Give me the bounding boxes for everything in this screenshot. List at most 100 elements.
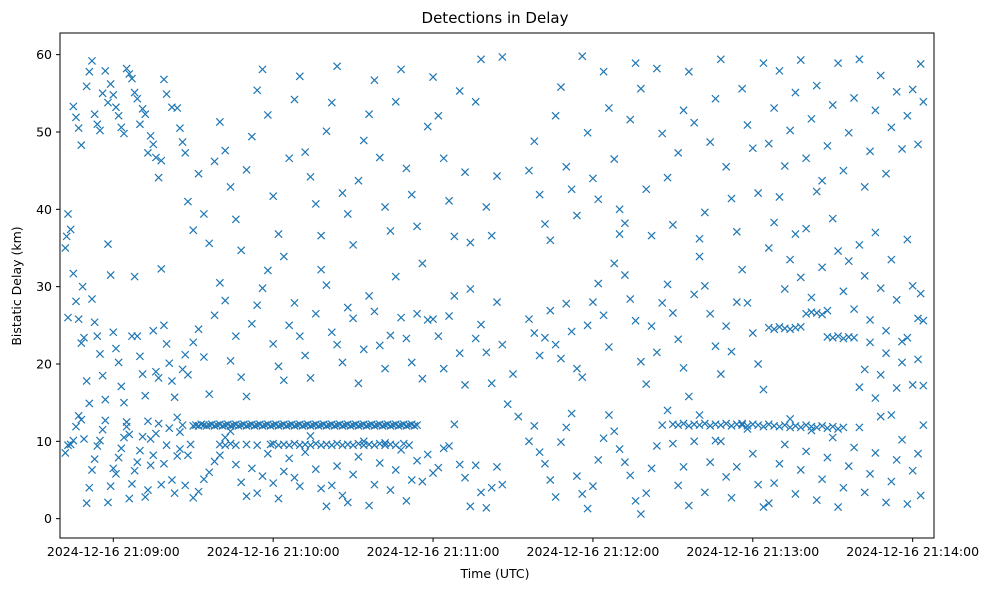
scatter-point xyxy=(133,458,142,467)
scatter-point xyxy=(354,176,363,185)
scatter-point xyxy=(306,421,315,430)
scatter-point xyxy=(876,370,885,379)
scatter-point xyxy=(258,472,267,481)
scatter-point xyxy=(786,414,795,423)
scatter-point xyxy=(77,141,86,150)
scatter-point xyxy=(700,208,709,217)
scatter-point xyxy=(476,55,486,64)
x-axis-label: Time (UTC) xyxy=(459,566,529,581)
scatter-point xyxy=(199,475,208,484)
y-tick-label: 20 xyxy=(36,356,52,371)
scatter-point xyxy=(583,128,592,137)
scatter-point xyxy=(588,482,597,491)
scatter-point xyxy=(194,325,203,334)
scatter-point xyxy=(482,202,491,212)
scatter-point xyxy=(743,121,752,130)
scatter-point xyxy=(66,440,75,449)
scatter-point xyxy=(706,309,715,318)
scatter-point xyxy=(98,371,107,380)
scatter-point xyxy=(95,436,104,445)
scatter-point xyxy=(330,421,339,430)
scatter-point xyxy=(106,482,115,491)
scatter-point xyxy=(343,498,352,507)
scatter-point xyxy=(487,231,496,240)
scatter-point xyxy=(178,138,187,147)
chart-title: Detections in Delay xyxy=(422,9,569,27)
scatter-point xyxy=(823,453,832,462)
scatter-point xyxy=(492,298,502,307)
scatter-point xyxy=(844,257,853,266)
scatter-point xyxy=(916,491,925,500)
scatter-point xyxy=(221,146,230,155)
scatter-point xyxy=(167,376,176,386)
scatter-point xyxy=(285,454,294,463)
scatter-point xyxy=(95,349,104,358)
scatter-point xyxy=(700,488,709,497)
scatter-point xyxy=(695,234,704,243)
scatter-point xyxy=(117,123,126,132)
scatter-point xyxy=(610,427,619,436)
scatter-point xyxy=(487,483,496,492)
scatter-point xyxy=(165,424,174,433)
scatter-point xyxy=(402,164,411,173)
scatter-point xyxy=(674,421,683,430)
scatter-point xyxy=(135,446,144,455)
scatter-point xyxy=(834,332,843,341)
scatter-point xyxy=(455,86,464,96)
scatter-point xyxy=(279,252,288,261)
scatter-point xyxy=(913,140,923,149)
scatter-point xyxy=(295,482,304,491)
scatter-point xyxy=(109,328,118,337)
x-tick-label: 2024-12-16 21:09:00 xyxy=(47,544,180,559)
scatter-point xyxy=(818,310,827,319)
x-tick-label: 2024-12-16 21:12:00 xyxy=(527,544,660,559)
scatter-point xyxy=(333,340,342,349)
scatter-point xyxy=(647,322,656,331)
scatter-point xyxy=(322,502,331,511)
scatter-point xyxy=(684,501,693,510)
scatter-point xyxy=(127,479,136,488)
scatter-point xyxy=(146,131,155,140)
scatter-point xyxy=(391,97,400,106)
scatter-point xyxy=(668,308,677,317)
scatter-point xyxy=(604,103,613,113)
scatter-point xyxy=(844,128,853,137)
scatter-point xyxy=(716,370,725,379)
scatter-point xyxy=(183,197,192,206)
scatter-point xyxy=(908,281,917,290)
scatter-point xyxy=(359,437,368,446)
scatter-point xyxy=(722,419,731,428)
scatter-point xyxy=(556,83,565,92)
scatter-point xyxy=(658,129,667,138)
scatter-point xyxy=(658,421,667,430)
scatter-point xyxy=(439,364,448,373)
scatter-point xyxy=(770,218,779,227)
scatter-point xyxy=(130,466,139,475)
scatter-point xyxy=(759,385,768,394)
scatter-point xyxy=(242,440,251,449)
scatter-point xyxy=(855,240,864,249)
scatter-point xyxy=(375,153,384,162)
scatter-point xyxy=(117,382,126,391)
scatter-point xyxy=(429,315,438,324)
scatter-point xyxy=(282,421,291,430)
scatter-point xyxy=(322,127,331,136)
scatter-point xyxy=(290,298,299,307)
scatter-point xyxy=(221,296,230,305)
scatter-point xyxy=(588,174,597,183)
scatter-point xyxy=(562,423,571,432)
scatter-point xyxy=(466,502,475,511)
scatter-point xyxy=(210,457,219,466)
scatter-point xyxy=(439,154,448,163)
scatter-point xyxy=(492,172,502,181)
scatter-point xyxy=(263,110,272,120)
scatter-point xyxy=(311,309,320,318)
scatter-point xyxy=(95,126,104,135)
scatter-point xyxy=(197,420,206,429)
scatter-point xyxy=(378,421,387,430)
scatter-point xyxy=(119,433,128,442)
scatter-point xyxy=(679,106,688,115)
scatter-point xyxy=(266,440,275,449)
scatter-point xyxy=(812,496,821,505)
scatter-point xyxy=(919,316,928,325)
